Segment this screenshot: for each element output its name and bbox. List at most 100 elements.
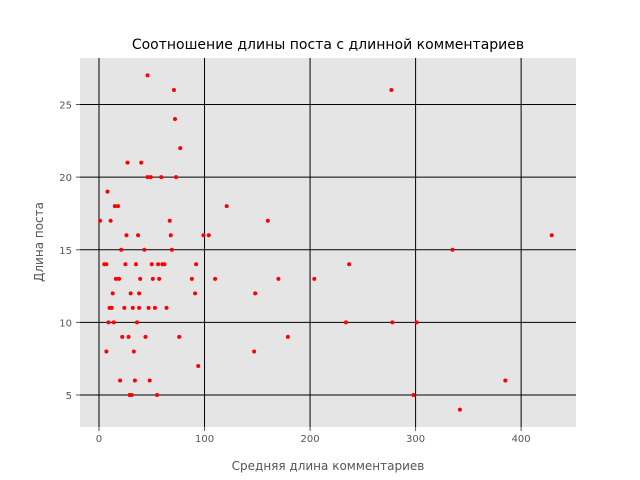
- x-axis-label: Средняя длина комментариев: [232, 459, 425, 473]
- data-point: [122, 305, 127, 310]
- y-tick-label: 10: [59, 318, 72, 329]
- data-point: [115, 204, 120, 209]
- data-point: [106, 320, 111, 325]
- data-point: [128, 291, 133, 296]
- y-axis-label: Длина поста: [32, 202, 46, 282]
- data-point: [142, 247, 147, 252]
- data-point: [98, 218, 103, 223]
- data-point: [252, 349, 257, 354]
- data-point: [149, 262, 154, 267]
- data-point: [134, 320, 139, 325]
- data-point: [172, 117, 177, 122]
- data-point: [143, 334, 148, 339]
- data-point: [118, 378, 123, 383]
- data-point: [549, 233, 554, 238]
- grid-layer: [80, 58, 576, 427]
- data-point: [117, 276, 122, 281]
- data-point: [131, 349, 136, 354]
- data-point: [148, 175, 153, 180]
- y-tick-label: 15: [59, 246, 72, 257]
- data-point: [206, 233, 211, 238]
- data-point: [139, 160, 144, 165]
- data-point: [159, 175, 164, 180]
- data-point: [137, 305, 142, 310]
- data-point: [145, 73, 150, 78]
- ticks-layer: 0 100 200 300 400 5 10 15 20 25: [59, 100, 530, 445]
- data-point: [104, 262, 109, 267]
- data-point: [411, 393, 416, 398]
- data-point: [169, 247, 174, 252]
- data-point: [276, 276, 281, 281]
- data-point: [343, 320, 348, 325]
- data-point: [390, 320, 395, 325]
- data-point: [132, 378, 137, 383]
- data-point: [224, 204, 229, 209]
- data-point: [178, 146, 183, 151]
- data-point: [129, 393, 134, 398]
- points-layer: [98, 73, 554, 412]
- x-tick-label: 300: [406, 434, 425, 445]
- data-point: [174, 175, 179, 180]
- data-point: [147, 378, 152, 383]
- data-point: [167, 218, 172, 223]
- data-point: [138, 276, 143, 281]
- data-point: [111, 320, 116, 325]
- x-tick-label: 200: [301, 434, 320, 445]
- data-point: [157, 276, 162, 281]
- data-point: [123, 262, 128, 267]
- data-point: [194, 262, 199, 267]
- data-point: [168, 233, 173, 238]
- chart-title: Соотношение длины поста с длинной коммен…: [132, 37, 524, 53]
- data-point: [146, 305, 151, 310]
- data-point: [171, 87, 176, 92]
- data-point: [389, 87, 394, 92]
- data-point: [164, 305, 169, 310]
- data-point: [104, 349, 109, 354]
- data-point: [177, 334, 182, 339]
- data-point: [189, 276, 194, 281]
- data-point: [285, 334, 290, 339]
- data-point: [133, 262, 138, 267]
- data-point: [265, 218, 270, 223]
- data-point: [137, 291, 142, 296]
- data-point: [196, 363, 201, 368]
- data-point: [108, 218, 113, 223]
- data-point: [125, 160, 130, 165]
- data-point: [130, 305, 135, 310]
- y-tick-label: 5: [66, 391, 72, 402]
- data-point: [414, 320, 419, 325]
- data-point: [112, 204, 117, 209]
- data-point: [201, 233, 206, 238]
- x-tick-label: 0: [96, 434, 102, 445]
- y-tick-label: 25: [59, 100, 72, 111]
- data-point: [155, 393, 160, 398]
- plot-area: [80, 58, 576, 427]
- data-point: [136, 233, 141, 238]
- data-point: [119, 247, 124, 252]
- data-point: [312, 276, 317, 281]
- y-tick-label: 20: [59, 173, 72, 184]
- data-point: [152, 305, 157, 310]
- data-point: [213, 276, 218, 281]
- x-tick-label: 400: [512, 434, 531, 445]
- data-point: [126, 334, 131, 339]
- data-point: [162, 262, 167, 267]
- data-point: [503, 378, 508, 383]
- data-point: [124, 233, 129, 238]
- data-point: [150, 276, 155, 281]
- data-point: [113, 276, 118, 281]
- data-point: [457, 407, 462, 412]
- data-point: [253, 291, 258, 296]
- x-tick-label: 100: [195, 434, 214, 445]
- data-point: [193, 291, 198, 296]
- data-point: [156, 262, 161, 267]
- data-point: [105, 189, 110, 194]
- data-point: [109, 305, 114, 310]
- data-point: [347, 262, 352, 267]
- data-point: [110, 291, 115, 296]
- data-point: [120, 334, 125, 339]
- data-point: [450, 247, 455, 252]
- data-point: [145, 175, 150, 180]
